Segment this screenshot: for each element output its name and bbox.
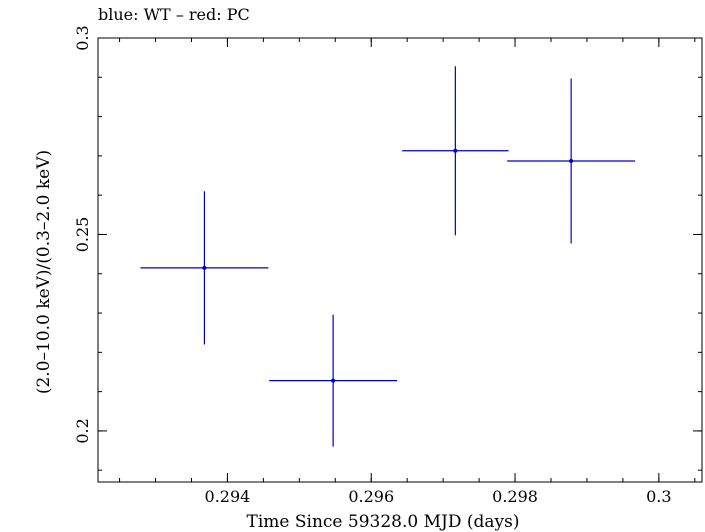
y-tick-label: 0.3 <box>73 25 92 50</box>
x-axis-label: Time Since 59328.0 MJD (days) <box>247 512 520 532</box>
x-tick-label: 0.3 <box>646 487 671 506</box>
data-point-wt <box>402 66 509 236</box>
chart-title: blue: WT – red: PC <box>98 5 250 24</box>
y-axis-ticks: 0.2 0.25 0.3 <box>73 25 702 471</box>
x-tick-label: 0.296 <box>348 487 394 506</box>
y-tick-label: 0.25 <box>73 217 92 253</box>
data-point-wt <box>140 191 269 345</box>
y-axis-label: (2.0–10.0 keV)/(0.3–2.0 keV) <box>34 150 54 394</box>
point-marker <box>453 148 458 153</box>
x-tick-label: 0.294 <box>205 487 251 506</box>
point-marker <box>569 158 574 163</box>
x-tick-label: 0.298 <box>492 487 538 506</box>
point-marker <box>202 265 207 270</box>
data-points <box>140 66 636 447</box>
point-marker <box>331 378 336 383</box>
y-tick-label: 0.2 <box>73 418 92 443</box>
data-point-wt <box>507 78 636 244</box>
data-point-wt <box>269 314 398 447</box>
x-axis-ticks: 0.294 0.296 0.298 0.3 <box>119 38 696 506</box>
plot-frame <box>97 37 703 483</box>
